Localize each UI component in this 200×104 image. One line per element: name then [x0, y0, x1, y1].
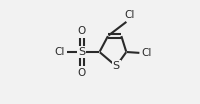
Text: S: S	[78, 47, 85, 57]
Text: Cl: Cl	[54, 47, 65, 57]
Text: Cl: Cl	[142, 48, 152, 58]
Text: O: O	[78, 26, 86, 36]
Text: O: O	[78, 68, 86, 78]
Text: S: S	[113, 61, 120, 71]
Text: Cl: Cl	[124, 10, 135, 20]
